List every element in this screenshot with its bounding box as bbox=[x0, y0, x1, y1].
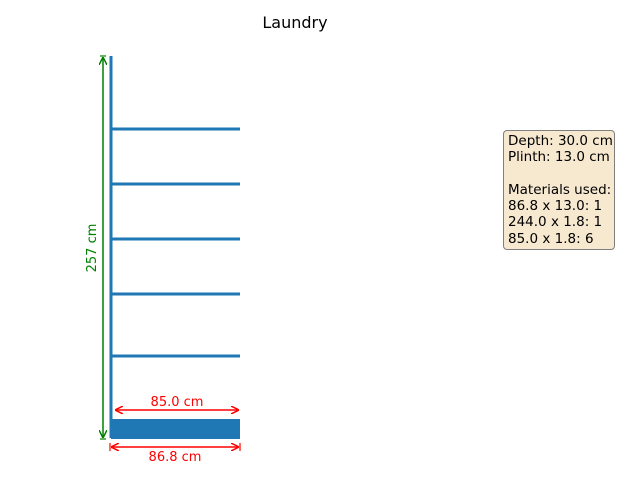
materials-heading: Materials used: bbox=[508, 181, 612, 198]
outer-width-label: 86.8 cm bbox=[149, 450, 202, 465]
diagram-title: Laundry bbox=[262, 13, 327, 32]
info-spacer bbox=[508, 166, 610, 182]
info-box: Depth: 30.0 cm Plinth: 13.0 cm Materials… bbox=[503, 130, 615, 251]
plinth-text: Plinth: 13.0 cm bbox=[508, 149, 610, 166]
inner-width-label: 85.0 cm bbox=[151, 395, 204, 410]
depth-text: Depth: 30.0 cm bbox=[508, 133, 613, 149]
plinth bbox=[111, 419, 240, 439]
material-item: 244.0 x 1.8: 1 bbox=[508, 214, 603, 231]
material-item: 85.0 x 1.8: 6 bbox=[508, 230, 594, 247]
material-item: 86.8 x 13.0: 1 bbox=[508, 198, 603, 215]
height-dimension-label: 257 cm bbox=[85, 224, 100, 273]
